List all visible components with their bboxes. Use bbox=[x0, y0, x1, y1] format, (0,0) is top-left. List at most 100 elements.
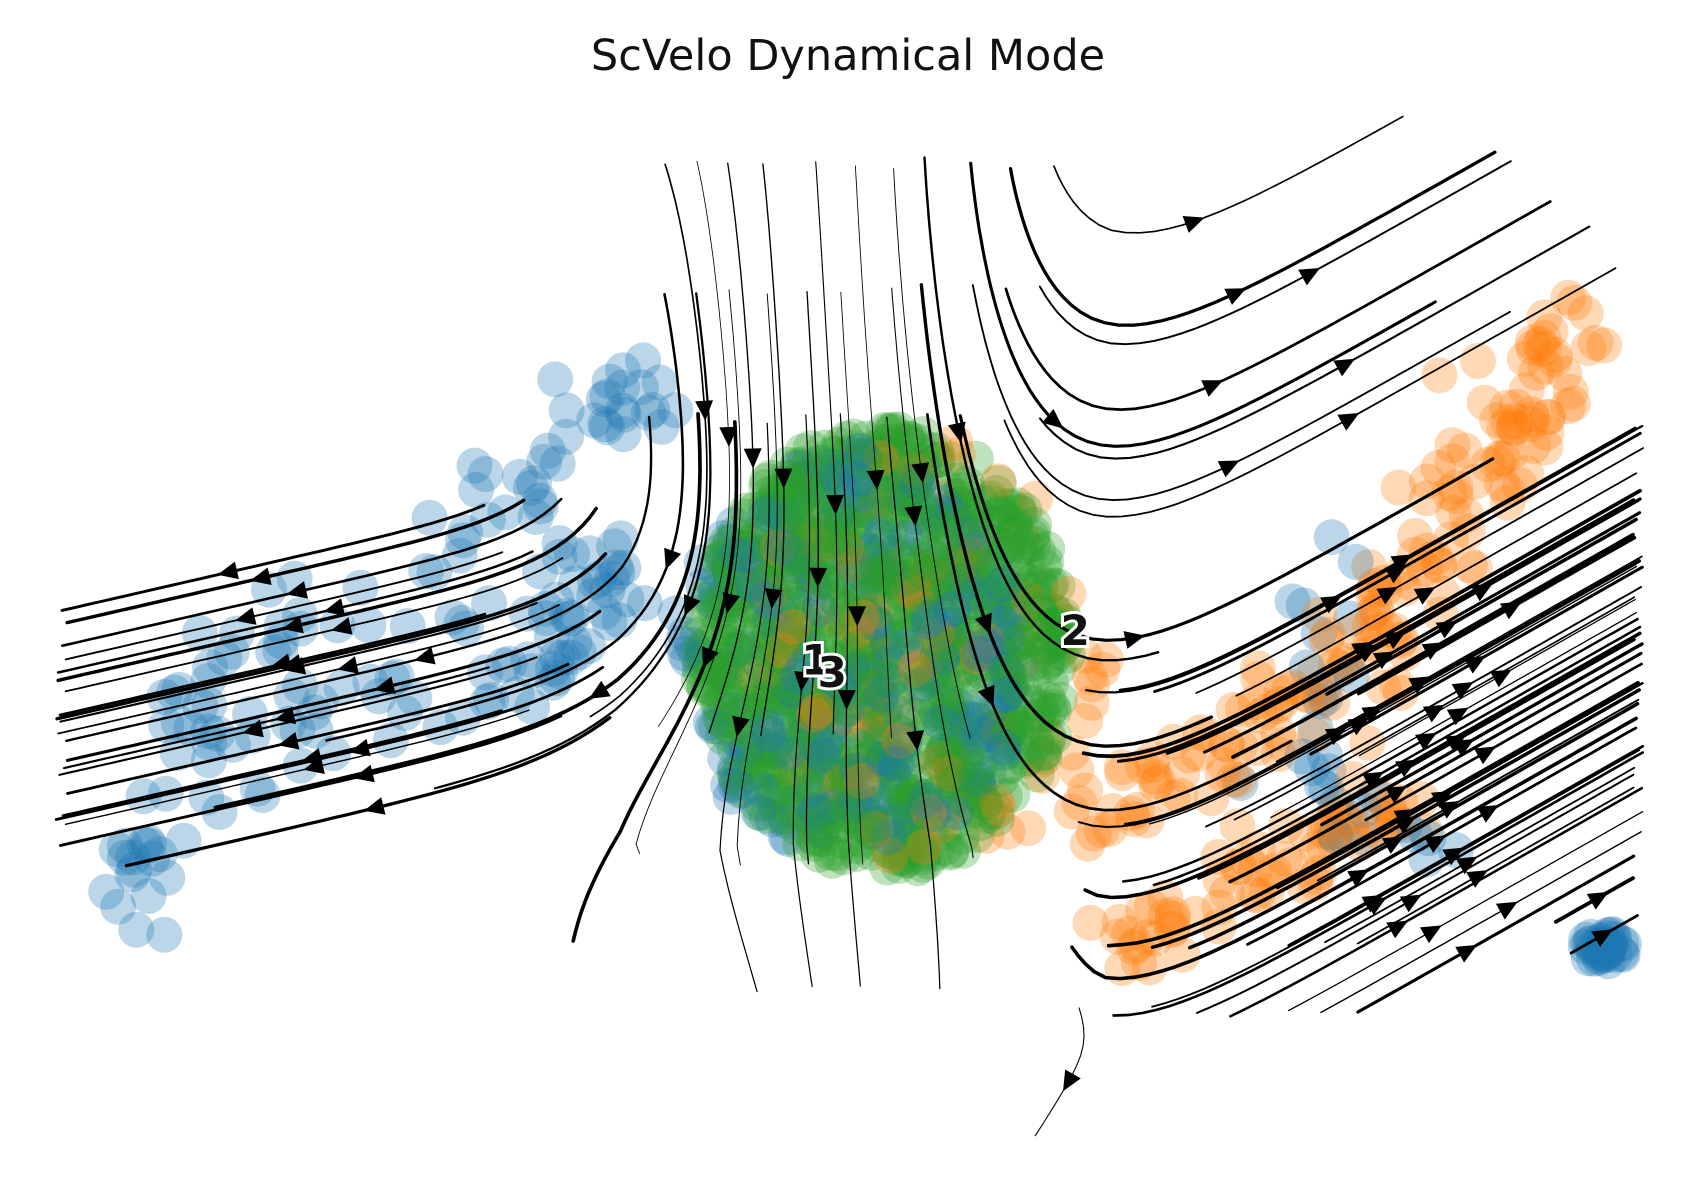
cell-point-cluster-3 bbox=[927, 830, 963, 866]
cell-point-cluster-2 bbox=[1355, 595, 1392, 631]
cell-point-cluster-3 bbox=[768, 678, 805, 714]
velocity-streamline bbox=[64, 557, 564, 693]
cell-point-cluster-3 bbox=[785, 603, 822, 640]
cell-point-cluster-3 bbox=[815, 802, 852, 839]
cell-point-cluster-3 bbox=[728, 751, 765, 788]
cell-point-cluster-2 bbox=[981, 695, 1018, 732]
cell-point-cluster-3 bbox=[830, 508, 867, 545]
cell-point-cluster-3 bbox=[913, 548, 950, 585]
velocity-arrowhead bbox=[1500, 601, 1522, 620]
cell-point-cluster-3 bbox=[752, 751, 789, 788]
cell-point-cluster-1 bbox=[755, 595, 792, 632]
cell-point-cluster-3 bbox=[747, 488, 784, 525]
velocity-arrowhead bbox=[1470, 583, 1493, 602]
cell-point-cluster-3 bbox=[817, 772, 854, 809]
cell-point-cluster-3 bbox=[1009, 740, 1046, 776]
cell-point-cluster-3 bbox=[772, 518, 809, 555]
cell-point-cluster-2 bbox=[1124, 748, 1161, 785]
cell-point-cluster-3 bbox=[894, 786, 931, 823]
cell-point-cluster-3 bbox=[859, 690, 896, 727]
cell-point-cluster-1 bbox=[820, 460, 857, 497]
cell-point-cluster-3 bbox=[1030, 719, 1067, 756]
cell-point-cluster-3 bbox=[992, 488, 1029, 525]
cell-point-cluster-1 bbox=[868, 804, 905, 841]
velocity-streamline bbox=[1364, 662, 1643, 822]
cell-point-cluster-1 bbox=[807, 727, 844, 764]
cell-point-cluster-3 bbox=[796, 519, 833, 555]
cell-point-cluster-1 bbox=[501, 458, 538, 495]
cell-point-cluster-1 bbox=[875, 755, 912, 792]
cell-point-cluster-3 bbox=[876, 534, 913, 571]
cell-point-cluster-3 bbox=[842, 743, 878, 780]
cell-point-cluster-3 bbox=[937, 655, 974, 692]
cell-point-cluster-3 bbox=[898, 537, 935, 574]
cell-point-cluster-3 bbox=[924, 577, 961, 614]
velocity-streamline bbox=[58, 714, 563, 847]
cell-point-cluster-2 bbox=[1486, 410, 1523, 446]
cell-point-cluster-2 bbox=[1355, 576, 1392, 612]
cell-point-cluster-3 bbox=[839, 445, 876, 481]
cell-point-cluster-3 bbox=[806, 727, 843, 764]
cell-point-cluster-2 bbox=[1451, 547, 1488, 584]
velocity-streamline bbox=[1149, 565, 1638, 825]
cell-point-cluster-3 bbox=[1007, 624, 1044, 661]
cell-point-cluster-3 bbox=[1030, 681, 1067, 718]
cell-point-cluster-3 bbox=[998, 622, 1035, 659]
cell-point-cluster-3 bbox=[991, 709, 1028, 746]
cell-point-cluster-3 bbox=[958, 496, 995, 533]
cell-point-cluster-3 bbox=[704, 680, 741, 717]
cell-point-cluster-3 bbox=[777, 531, 813, 568]
velocity-streamline bbox=[1367, 727, 1635, 880]
cell-point-cluster-3 bbox=[757, 772, 794, 809]
cell-point-cluster-2 bbox=[1027, 715, 1064, 752]
velocity-streamline bbox=[61, 709, 503, 818]
cell-point-cluster-1 bbox=[485, 647, 522, 684]
cell-point-cluster-1 bbox=[997, 677, 1034, 714]
cell-point-cluster-1 bbox=[888, 478, 925, 514]
cell-point-cluster-3 bbox=[926, 815, 963, 852]
cell-point-cluster-1 bbox=[605, 416, 642, 453]
velocity-streamline bbox=[58, 656, 538, 776]
cell-point-cluster-1 bbox=[1603, 935, 1640, 972]
cell-point-cluster-3 bbox=[894, 809, 931, 846]
cell-point-cluster-3 bbox=[880, 411, 917, 448]
cell-point-cluster-1 bbox=[795, 570, 832, 607]
cell-point-cluster-1 bbox=[966, 715, 1002, 752]
cell-point-cluster-3 bbox=[863, 747, 900, 783]
cell-point-cluster-3 bbox=[698, 708, 735, 745]
cell-point-cluster-2 bbox=[1528, 414, 1565, 451]
cell-point-cluster-3 bbox=[1034, 689, 1071, 726]
cell-point-cluster-3 bbox=[858, 669, 895, 706]
cell-point-cluster-2 bbox=[1556, 284, 1593, 321]
cell-point-cluster-1 bbox=[605, 396, 642, 433]
cell-point-cluster-2 bbox=[799, 514, 836, 551]
velocity-arrowhead bbox=[1420, 925, 1442, 944]
velocity-arrowhead bbox=[1201, 380, 1224, 397]
cell-point-cluster-2 bbox=[890, 571, 927, 608]
cell-point-cluster-3 bbox=[701, 686, 738, 723]
cell-point-cluster-1 bbox=[816, 706, 853, 743]
cell-point-cluster-3 bbox=[938, 724, 975, 760]
cell-point-cluster-1 bbox=[891, 793, 927, 830]
cell-point-cluster-3 bbox=[838, 467, 875, 504]
cell-point-cluster-3 bbox=[845, 744, 882, 781]
cell-point-cluster-3 bbox=[873, 519, 910, 556]
cell-point-cluster-2 bbox=[932, 742, 969, 779]
cell-point-cluster-1 bbox=[847, 658, 884, 695]
cell-point-cluster-3 bbox=[853, 683, 890, 720]
cell-point-cluster-3 bbox=[901, 465, 938, 502]
cell-point-cluster-1 bbox=[753, 492, 790, 529]
cell-point-cluster-1 bbox=[1603, 925, 1640, 962]
cell-point-cluster-1 bbox=[951, 631, 988, 668]
cell-point-cluster-3 bbox=[855, 692, 892, 729]
cell-point-cluster-2 bbox=[822, 603, 859, 639]
cell-point-cluster-2 bbox=[1101, 903, 1138, 940]
cell-point-cluster-3 bbox=[969, 716, 1006, 753]
velocity-streamline bbox=[1008, 150, 1497, 327]
cell-point-cluster-3 bbox=[798, 709, 835, 746]
cell-point-cluster-1 bbox=[752, 731, 788, 768]
cell-point-cluster-3 bbox=[686, 670, 723, 707]
cell-point-cluster-3 bbox=[768, 635, 804, 672]
velocity-arrowhead bbox=[664, 547, 682, 570]
cell-point-cluster-3 bbox=[909, 531, 946, 568]
